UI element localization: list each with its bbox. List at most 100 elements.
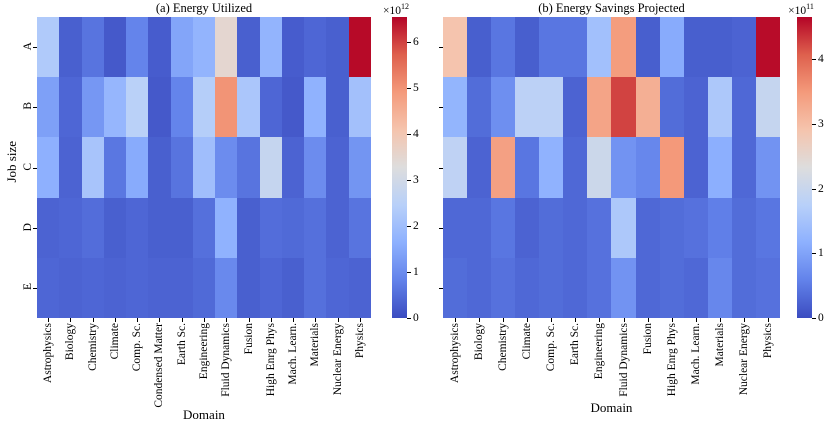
colorbar-tick-label: 3	[413, 174, 419, 186]
x-tick-label-Astrophysics: Astrophysics	[42, 323, 54, 384]
x-tick-label-Comp-Sc-: Comp. Sc.	[131, 323, 143, 372]
heatmap-cell-E-Chemistry	[491, 257, 516, 318]
heatmap-cell-E-Climate	[515, 257, 540, 318]
heatmap-cell-B-Biology	[59, 77, 82, 138]
colorbar-tick-label: 1	[413, 266, 419, 278]
x-tick	[744, 318, 745, 322]
colorbar-b-exponent: ×1011	[788, 2, 814, 17]
heatmap-cell-E-Astrophysics	[37, 257, 60, 318]
heatmap-cell-A-Chemistry	[81, 17, 104, 78]
y-tick-label-A: A	[22, 42, 34, 51]
heatmap-cell-A-Earth Sc.	[563, 17, 588, 78]
x-tick	[48, 318, 49, 322]
heatmap-cell-D-Climate	[515, 197, 540, 258]
heatmap-cell-A-Materials	[707, 17, 732, 78]
heatmap-cell-E-Fusion	[237, 257, 260, 318]
heatmap-cell-A-High Enrg Phys	[659, 17, 684, 78]
heatmap-cell-B-Earth Sc.	[563, 77, 588, 138]
heatmap-cell-E-Materials	[707, 257, 732, 318]
heatmap-cell-C-Engineering	[587, 137, 612, 198]
colorbar-tick-label: 0	[413, 312, 419, 324]
heatmap-cell-D-Climate	[103, 197, 127, 258]
y-tick-label-D: D	[22, 223, 34, 232]
heatmap-cell-E-Engineering	[587, 257, 612, 318]
heatmap-cell-A-Physics	[348, 17, 371, 78]
x-tick-label-Condensed-Matter: Condensed Matter	[153, 323, 165, 408]
heatmap-cell-B-Astrophysics	[443, 77, 468, 138]
heatmap-cell-D-Condensed Matter	[148, 197, 171, 258]
heatmap-cell-A-Fusion	[237, 17, 260, 78]
heatmap-cell-E-Condensed Matter	[148, 257, 171, 318]
heatmap-cell-A-Fusion	[635, 17, 660, 78]
x-tick	[338, 318, 339, 322]
heatmap-cell-D-Earth Sc.	[563, 197, 588, 258]
colorbar-tick	[407, 318, 411, 319]
heatmap-cell-C-Mach. Learn.	[683, 137, 708, 198]
heatmap-cell-E-Fluid Dynamics	[215, 257, 238, 318]
heatmap-cell-E-Physics	[348, 257, 371, 318]
x-tick-label-Materials: Materials	[714, 323, 726, 367]
heatmap-cell-A-Engineering	[192, 17, 216, 78]
heatmap-cell-B-Physics	[755, 77, 780, 138]
x-tick	[575, 318, 576, 322]
heatmap-cell-C-Nuclear Energy	[731, 137, 756, 198]
heatmap-cell-C-Physics	[348, 137, 371, 198]
x-tick-label-Earth-Sc-: Earth Sc.	[569, 323, 581, 366]
heatmap-cell-A-High Enrg Phys	[259, 17, 282, 78]
heatmap-cell-A-Nuclear Energy	[326, 17, 349, 78]
heatmap-cell-A-Chemistry	[491, 17, 516, 78]
heatmap-cell-B-Chemistry	[491, 77, 516, 138]
y-tick	[33, 107, 37, 108]
x-tick-label-Physics: Physics	[354, 323, 366, 359]
heatmap-cell-E-Earth Sc.	[170, 257, 193, 318]
heatmap-cell-A-Materials	[304, 17, 327, 78]
heatmap-cell-E-Engineering	[192, 257, 216, 318]
heatmap-cell-A-Mach. Learn.	[683, 17, 708, 78]
x-tick	[159, 318, 160, 322]
x-tick-label-Chemistry: Chemistry	[497, 323, 509, 371]
x-tick	[455, 318, 456, 322]
heatmap-cell-C-Fluid Dynamics	[215, 137, 238, 198]
x-tick	[768, 318, 769, 322]
y-tick	[439, 288, 443, 289]
x-tick	[182, 318, 183, 322]
heatmap-cell-D-Fluid Dynamics	[215, 197, 238, 258]
colorbar-tick	[407, 134, 411, 135]
heatmap-cell-A-Climate	[515, 17, 540, 78]
x-tick-label-Chemistry: Chemistry	[87, 323, 99, 371]
heatmap-cell-A-Nuclear Energy	[731, 17, 756, 78]
heatmap-cell-B-Fluid Dynamics	[611, 77, 636, 138]
heatmap-cell-A-Comp. Sc.	[539, 17, 564, 78]
heatmap-b	[443, 17, 780, 318]
y-axis-label: Job size	[4, 141, 19, 183]
heatmap-cell-B-Fluid Dynamics	[215, 77, 238, 138]
heatmap-cell-D-Physics	[348, 197, 371, 258]
x-tick-label-Climate: Climate	[109, 323, 121, 360]
heatmap-cell-B-Comp. Sc.	[126, 77, 149, 138]
colorbar-tick	[812, 189, 816, 190]
heatmap-cell-D-Earth Sc.	[170, 197, 193, 258]
heatmap-cell-E-Astrophysics	[443, 257, 468, 318]
heatmap-cell-A-Physics	[755, 17, 780, 78]
heatmap-cell-B-Nuclear Energy	[326, 77, 349, 138]
heatmap-cell-B-Comp. Sc.	[539, 77, 564, 138]
x-tick-label-Fusion: Fusion	[642, 323, 654, 355]
heatmap-cell-E-Biology	[467, 257, 492, 318]
heatmap-cell-D-Mach. Learn.	[281, 197, 305, 258]
heatmap-cell-D-Nuclear Energy	[731, 197, 756, 258]
x-tick-label-Fluid-Dynamics: Fluid Dynamics	[220, 323, 232, 397]
x-tick	[93, 318, 94, 322]
heatmap-cell-A-Condensed Matter	[148, 17, 171, 78]
colorbar-tick	[812, 59, 816, 60]
heatmap-cell-C-Materials	[304, 137, 327, 198]
heatmap-cell-B-Engineering	[192, 77, 216, 138]
x-tick-label-Physics: Physics	[762, 323, 774, 359]
heatmap-cell-D-Biology	[467, 197, 492, 258]
x-tick	[115, 318, 116, 322]
heatmap-cell-B-Mach. Learn.	[683, 77, 708, 138]
heatmap-cell-B-Earth Sc.	[170, 77, 193, 138]
heatmap-cell-E-Nuclear Energy	[326, 257, 349, 318]
heatmap-cell-C-Climate	[515, 137, 540, 198]
heatmap-cell-B-Fusion	[237, 77, 260, 138]
heatmap-cell-B-Biology	[467, 77, 492, 138]
